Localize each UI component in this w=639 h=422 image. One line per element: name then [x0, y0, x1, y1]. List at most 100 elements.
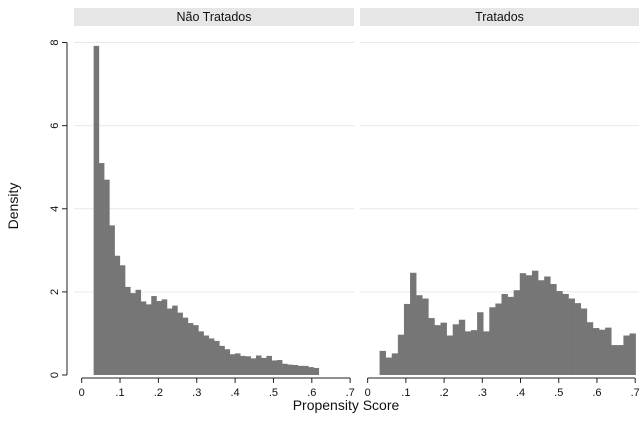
- x-tick-label: .6: [307, 387, 316, 399]
- bar: [287, 364, 293, 375]
- bar: [525, 275, 533, 375]
- bar: [397, 334, 405, 375]
- x-tick-label: .7: [346, 387, 355, 399]
- panel-nao-tratados: Não Tratados 0 .1 .2 .3 .4 .5 .6 .7: [74, 8, 355, 399]
- x-tick-label: .7: [631, 387, 639, 399]
- y-axis-title: Density: [5, 183, 21, 230]
- bar: [229, 354, 236, 375]
- bar: [617, 345, 624, 375]
- bar: [245, 356, 252, 375]
- bar: [266, 355, 272, 375]
- bar: [297, 365, 304, 375]
- bar: [119, 265, 126, 375]
- strip-header-nao-tratados: [74, 8, 354, 26]
- bar: [556, 291, 563, 375]
- bar: [379, 350, 386, 375]
- y-tick-label: 0: [49, 372, 61, 378]
- bar: [250, 358, 257, 375]
- bar: [161, 299, 168, 375]
- bar: [130, 293, 136, 375]
- bar: [303, 365, 309, 375]
- x-tick-label: .2: [439, 387, 448, 399]
- bar: [440, 322, 447, 375]
- bar: [261, 357, 267, 375]
- bar: [513, 290, 521, 375]
- y-axis: 0 2 4 6 8: [49, 39, 68, 378]
- bar: [599, 329, 606, 375]
- bar: [271, 360, 278, 375]
- x-tick-label: .3: [192, 387, 201, 399]
- bar: [166, 308, 173, 375]
- bar: [464, 331, 472, 375]
- bars-nao-tratados: [93, 45, 320, 376]
- bar: [428, 318, 435, 375]
- bar: [308, 367, 314, 375]
- gridlines-nao-tratados: [74, 42, 354, 293]
- bar: [235, 353, 241, 375]
- bar: [98, 163, 105, 375]
- x-tick-label: .1: [115, 387, 124, 399]
- bar: [629, 333, 636, 375]
- bar: [391, 353, 399, 375]
- bar: [489, 307, 496, 375]
- x-tick-label: .1: [401, 387, 410, 399]
- bar: [114, 255, 121, 375]
- bar: [172, 305, 178, 375]
- bar: [544, 276, 551, 375]
- bar: [483, 331, 490, 375]
- bar: [219, 345, 225, 375]
- bar: [592, 328, 600, 375]
- x-tick-label: .6: [592, 387, 601, 399]
- gridlines-tratados: [360, 42, 639, 293]
- bar: [156, 301, 163, 375]
- y-tick-label: 4: [49, 206, 61, 212]
- bar: [446, 335, 454, 375]
- bar: [104, 179, 110, 375]
- bar: [605, 327, 612, 375]
- bar: [313, 367, 320, 375]
- bar: [434, 325, 441, 375]
- bar: [586, 322, 594, 375]
- bar: [182, 317, 189, 375]
- bar: [93, 45, 100, 376]
- x-tick-label: .4: [231, 387, 240, 399]
- bars-tratados: [379, 270, 636, 375]
- bar: [568, 298, 575, 375]
- bar: [255, 355, 262, 375]
- x-axis-tratados: 0 .1 .2 .3 .4 .5 .6 .7: [365, 377, 639, 399]
- bar: [452, 324, 460, 375]
- bar: [385, 357, 393, 375]
- bar: [208, 338, 215, 375]
- y-tick-label: 6: [49, 123, 61, 129]
- bar: [177, 312, 183, 375]
- bar: [538, 280, 545, 375]
- bar: [416, 295, 423, 375]
- bar: [580, 308, 588, 375]
- x-axis-title: Propensity Score: [293, 397, 400, 413]
- x-tick-label: .4: [516, 387, 525, 399]
- bar: [562, 293, 569, 375]
- bar: [292, 365, 299, 375]
- bar: [282, 363, 288, 375]
- x-axis-nao-tratados: 0 .1 .2 .3 .4 .5 .6 .7: [79, 377, 355, 399]
- bar: [519, 273, 527, 375]
- bar: [550, 283, 557, 375]
- bar: [495, 303, 502, 375]
- bar: [214, 340, 220, 375]
- bar: [240, 355, 246, 375]
- bar: [151, 296, 157, 375]
- bar: [611, 345, 618, 375]
- x-tick-label: 0: [79, 387, 85, 399]
- bar: [198, 331, 204, 375]
- y-tick-label: 2: [49, 289, 61, 295]
- x-tick-label: .5: [554, 387, 563, 399]
- bar: [187, 323, 194, 375]
- strip-header-tratados: [360, 8, 639, 26]
- x-tick-label: 0: [365, 387, 371, 399]
- bar: [410, 272, 417, 375]
- bar: [145, 304, 152, 375]
- y-tick-label: 8: [49, 39, 61, 45]
- bar: [140, 301, 147, 375]
- bar: [224, 349, 231, 375]
